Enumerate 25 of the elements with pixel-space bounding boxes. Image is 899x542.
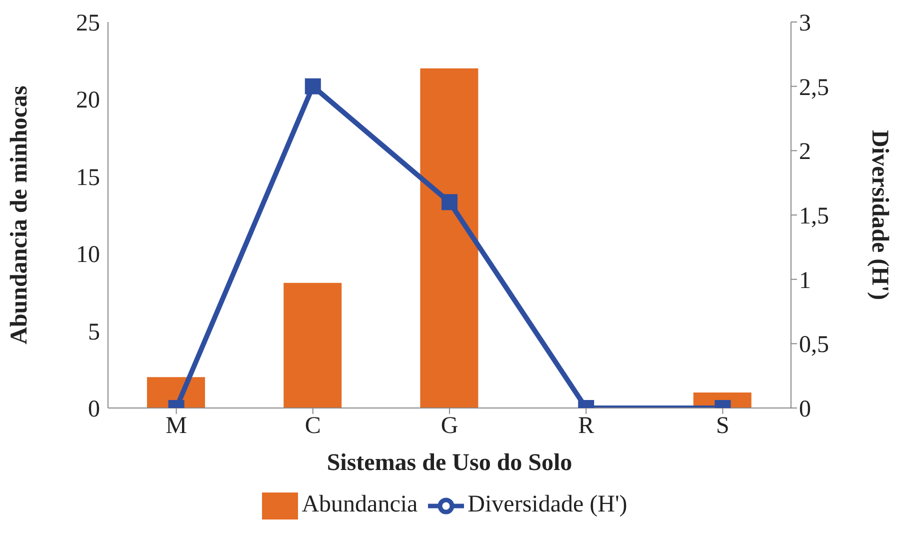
- legend-label: Diversidade (H'): [468, 492, 628, 518]
- y2-tick-label: 2,5: [799, 74, 829, 101]
- y-tick-label: 20: [76, 88, 100, 114]
- bar: [420, 68, 478, 408]
- x-tick-label: C: [304, 413, 321, 440]
- y2-tick-label: 1,5: [799, 204, 829, 230]
- y2-tick-label: 0,5: [799, 332, 829, 358]
- y-tick-label: 15: [76, 164, 100, 191]
- bar: [284, 282, 342, 408]
- x-axis-title: Sistemas de Uso do Solo: [326, 450, 572, 476]
- y-axis-title: Abundancia de minhocas: [6, 86, 33, 344]
- x-tick-label: R: [578, 413, 594, 440]
- y-tick-label: 0: [88, 396, 100, 423]
- y2-tick-label: 1: [799, 268, 811, 294]
- y2-tick-label: 2: [799, 139, 811, 166]
- x-tick-label: S: [716, 413, 730, 440]
- y2-axis-title: Diversidade (H'): [866, 130, 892, 300]
- y2-tick-label: 0: [799, 396, 811, 423]
- x-tick-label: M: [166, 413, 187, 440]
- y2-tick-label: 3: [799, 10, 811, 37]
- y-tick-label: 5: [88, 319, 100, 346]
- y-tick-label: 10: [76, 242, 100, 268]
- legend-label: Abundancia: [302, 492, 418, 518]
- x-tick-label: G: [440, 413, 458, 440]
- y-tick-label: 25: [76, 10, 100, 37]
